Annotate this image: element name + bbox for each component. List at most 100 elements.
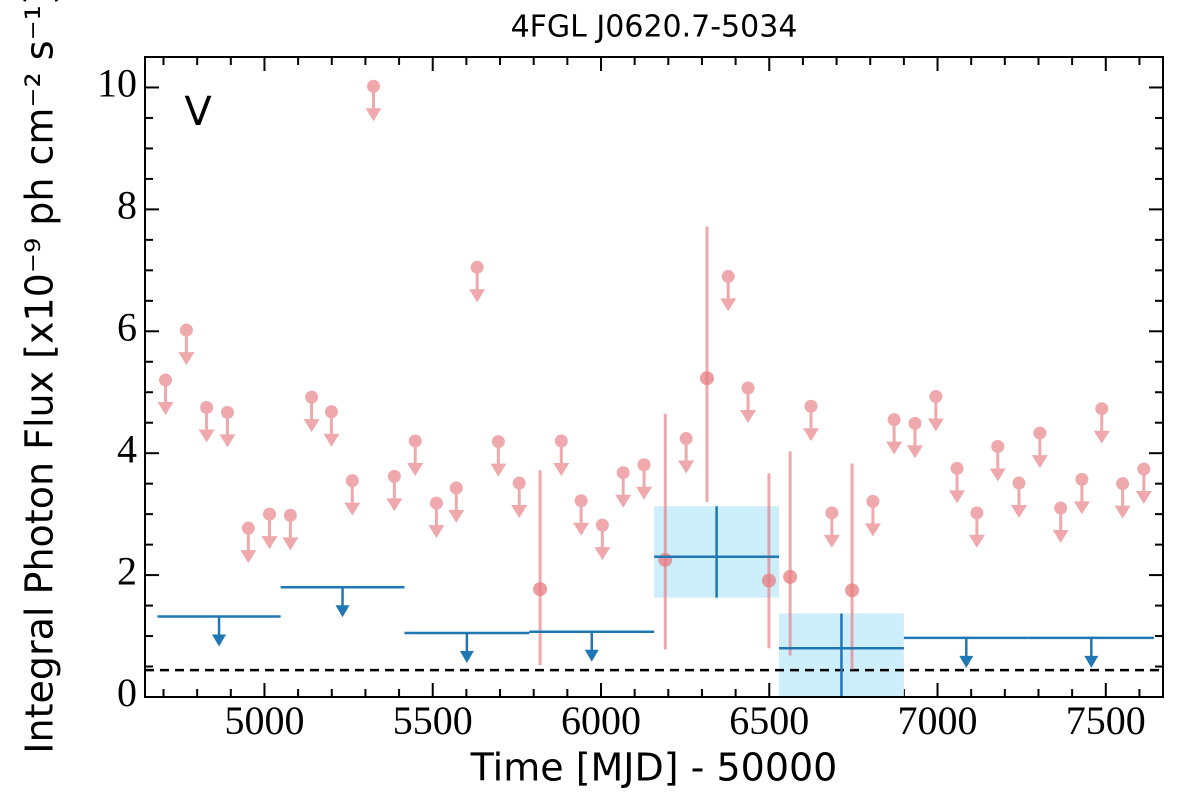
y-axis-label: Integral Photon Flux [x10⁻⁹ ph cm⁻² s⁻¹] <box>18 0 62 754</box>
point <box>1012 476 1026 490</box>
arrow-head <box>1114 505 1131 519</box>
upper-limit <box>282 508 299 551</box>
arrow-head <box>1084 655 1099 668</box>
point <box>950 461 964 475</box>
arrow-head <box>864 523 881 537</box>
arrow-head <box>740 409 757 423</box>
upper-limit <box>906 416 923 459</box>
arrow-head <box>365 108 382 122</box>
upper-limit <box>1052 501 1069 544</box>
point <box>179 323 193 337</box>
upper-limit <box>344 474 361 516</box>
upper-limit <box>469 260 486 303</box>
upper-limit <box>157 373 174 416</box>
point <box>991 439 1005 453</box>
upper-limit <box>1093 402 1110 444</box>
upper-limit <box>740 381 757 423</box>
arrow-head <box>240 550 257 564</box>
y-tick-label: 8 <box>117 183 137 228</box>
y-tick-label: 10 <box>97 61 137 106</box>
point <box>616 466 630 480</box>
point <box>700 371 715 386</box>
point <box>220 405 234 419</box>
upper-limit <box>178 323 195 366</box>
x-tick-label: 7000 <box>898 698 978 743</box>
upper-limit <box>428 496 445 539</box>
upper-limit <box>573 494 590 536</box>
point <box>449 481 463 495</box>
arrow-head <box>720 298 737 312</box>
arrow-head <box>927 418 944 432</box>
arrow-head <box>1073 501 1090 515</box>
point <box>595 518 609 532</box>
point <box>658 552 673 567</box>
upper-limit <box>864 494 881 537</box>
point <box>970 506 984 520</box>
upper-limit <box>1010 476 1027 519</box>
arrow-head <box>823 534 840 548</box>
point <box>283 508 297 522</box>
arrow-head <box>261 536 278 550</box>
upper-limit <box>886 413 903 455</box>
plot-frame <box>144 56 1164 698</box>
arrow-head <box>1010 505 1027 519</box>
upper-limit <box>989 439 1006 482</box>
upper-limit <box>386 469 403 512</box>
y-tick-label: 0 <box>117 670 137 715</box>
arrow-head <box>448 509 465 523</box>
upper-limit <box>261 507 278 550</box>
upper-limit <box>553 434 570 476</box>
arrow-head <box>212 634 227 647</box>
y-tick-label: 6 <box>117 304 137 349</box>
arrow-head <box>459 651 474 663</box>
point <box>1095 402 1109 416</box>
arrow-head <box>157 402 174 416</box>
arrow-head <box>802 428 819 442</box>
upper-limit <box>720 269 737 312</box>
arrow-head <box>386 498 403 512</box>
upper-limit <box>365 79 382 122</box>
upper-limit <box>1073 472 1090 515</box>
upper-limit <box>636 458 653 500</box>
point <box>159 373 173 387</box>
upper-limit <box>198 400 215 443</box>
point <box>845 583 860 598</box>
binned-upper-limit <box>903 636 1029 668</box>
arrow-head <box>1093 430 1110 444</box>
point <box>574 494 588 508</box>
x-tick-label: 5000 <box>224 698 304 743</box>
upper-limit <box>678 432 695 474</box>
arrow-head <box>584 649 599 662</box>
arrow-head <box>344 502 361 516</box>
arrow-head <box>615 494 632 508</box>
arrow-head <box>469 289 486 303</box>
upper-limit <box>240 521 257 564</box>
point <box>908 416 922 430</box>
arrow-head <box>968 534 985 548</box>
point <box>324 405 338 419</box>
point <box>1075 472 1089 486</box>
arrow-head <box>282 537 299 551</box>
point <box>1137 462 1151 476</box>
upper-limit <box>448 481 465 523</box>
point <box>1054 501 1068 515</box>
x-axis-label: Time [MJD] - 50000 <box>470 746 838 790</box>
arrow-head <box>886 441 903 455</box>
x-tick-label: 5500 <box>393 698 473 743</box>
point <box>408 434 422 448</box>
point <box>741 381 755 395</box>
upper-limit <box>511 476 528 519</box>
point <box>679 432 693 446</box>
binned-upper-limit <box>404 631 530 663</box>
point <box>761 573 776 588</box>
point <box>345 474 359 488</box>
point <box>721 269 735 283</box>
annotation: V <box>184 89 212 135</box>
arrow-head <box>573 522 590 536</box>
arrow-head <box>678 460 695 474</box>
point <box>387 469 401 483</box>
arrow-head <box>959 655 974 668</box>
upper-limit <box>968 506 985 548</box>
upper-limit <box>615 466 632 508</box>
